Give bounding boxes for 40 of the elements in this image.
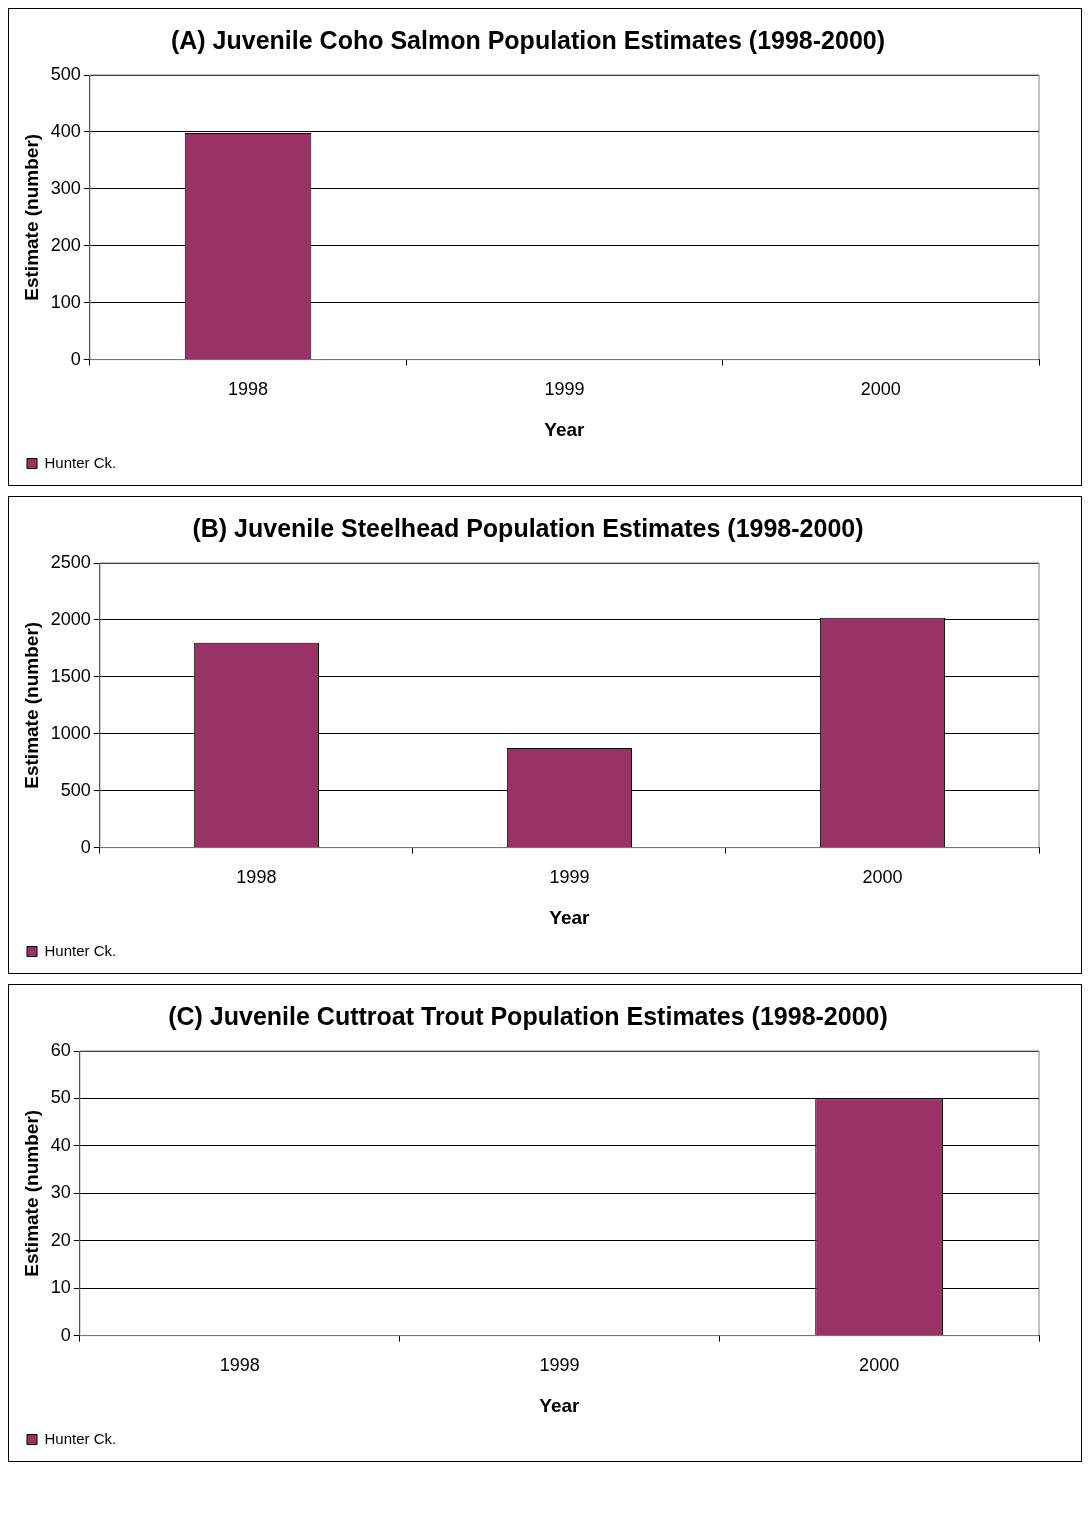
x-tick-label: 2000 xyxy=(862,867,903,888)
legend-label: Hunter Ck. xyxy=(44,453,117,471)
chart-title: (B) Juvenile Steelhead Population Estimates (1998-2000) xyxy=(192,513,864,542)
x-tick-label: 1999 xyxy=(549,867,590,888)
chart-title: (C) Juvenile Cuttroat Trout Population Estimates (1998-2000) xyxy=(168,1001,888,1030)
legend-label: Hunter Ck. xyxy=(44,1429,117,1447)
y-tick-label: 2500 xyxy=(50,551,91,572)
y-tick-label: 0 xyxy=(60,1324,71,1345)
x-tick-label: 1998 xyxy=(219,1355,260,1376)
x-tick-label: 1998 xyxy=(228,379,269,400)
y-tick-label: 0 xyxy=(80,836,91,857)
x-axis-title: Year xyxy=(549,906,591,928)
y-tick-label: 2000 xyxy=(50,608,91,629)
x-tick-label: 2000 xyxy=(859,1355,900,1376)
y-tick-label: 300 xyxy=(50,177,81,198)
y-tick-label: 100 xyxy=(50,291,81,312)
y-tick-label: 40 xyxy=(50,1134,71,1155)
x-axis-title: Year xyxy=(539,1394,581,1416)
y-tick-label: 500 xyxy=(50,63,81,84)
y-tick-label: 1000 xyxy=(50,722,91,743)
x-axis-title: Year xyxy=(544,418,586,440)
y-tick-label: 30 xyxy=(50,1182,71,1203)
x-tick-label: 1999 xyxy=(544,379,585,400)
y-tick-label: 1500 xyxy=(50,665,91,686)
legend-label: Hunter Ck. xyxy=(44,941,117,959)
x-tick-label: 2000 xyxy=(860,379,901,400)
y-tick-label: 60 xyxy=(50,1039,71,1060)
y-tick-label: 400 xyxy=(50,120,81,141)
y-axis-title: Estimate (number) xyxy=(20,133,42,301)
y-axis-title: Estimate (number) xyxy=(20,621,42,789)
y-tick-label: 20 xyxy=(50,1229,71,1250)
y-tick-label: 0 xyxy=(70,348,81,369)
y-axis-title: Estimate (number) xyxy=(20,1109,42,1277)
y-tick-label: 50 xyxy=(50,1087,71,1108)
y-tick-label: 200 xyxy=(50,234,81,255)
chart-title: (A) Juvenile Coho Salmon Population Estimates (1998-2000) xyxy=(170,25,886,54)
x-tick-label: 1999 xyxy=(539,1355,580,1376)
y-tick-label: 500 xyxy=(60,779,91,800)
y-tick-label: 10 xyxy=(50,1277,71,1298)
x-tick-label: 1998 xyxy=(236,867,277,888)
